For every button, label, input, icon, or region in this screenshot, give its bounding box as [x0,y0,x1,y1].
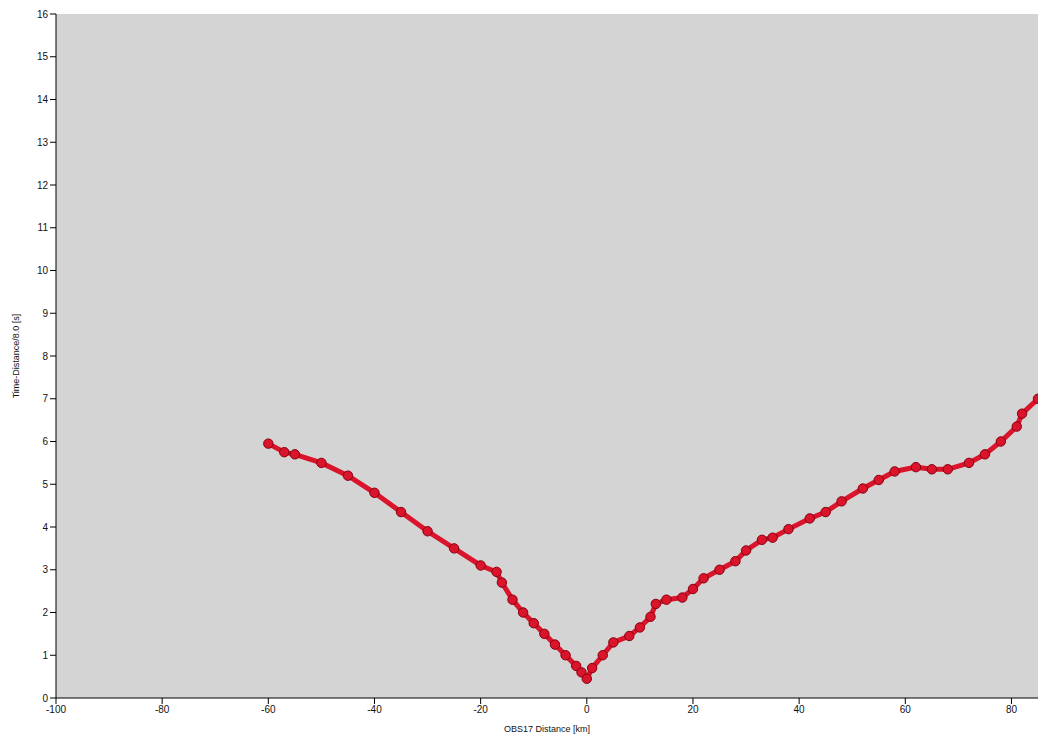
svg-text:5: 5 [42,479,48,490]
svg-text:4: 4 [42,522,48,533]
svg-text:6: 6 [42,436,48,447]
svg-text:-80: -80 [155,704,170,715]
svg-text:80: 80 [1006,704,1018,715]
svg-text:-100: -100 [46,704,66,715]
svg-text:-20: -20 [473,704,488,715]
svg-text:60: 60 [900,704,912,715]
svg-text:-60: -60 [261,704,276,715]
svg-text:7: 7 [42,393,48,404]
svg-text:2: 2 [42,607,48,618]
svg-text:0: 0 [42,693,48,704]
svg-text:12: 12 [37,180,49,191]
svg-text:8: 8 [42,351,48,362]
svg-text:OBS17 Distance [km]: OBS17 Distance [km] [504,724,590,734]
svg-text:9: 9 [42,308,48,319]
svg-text:11: 11 [38,222,49,233]
svg-text:Time-Distance/8.0 [s]: Time-Distance/8.0 [s] [11,314,21,399]
svg-text:15: 15 [37,51,49,62]
svg-text:10: 10 [37,265,49,276]
svg-text:-40: -40 [367,704,382,715]
svg-text:20: 20 [687,704,699,715]
svg-text:0: 0 [584,704,590,715]
svg-text:3: 3 [42,564,48,575]
svg-text:13: 13 [37,137,49,148]
svg-text:14: 14 [37,94,49,105]
svg-text:1: 1 [42,650,48,661]
svg-text:40: 40 [794,704,806,715]
svg-text:16: 16 [37,9,49,20]
